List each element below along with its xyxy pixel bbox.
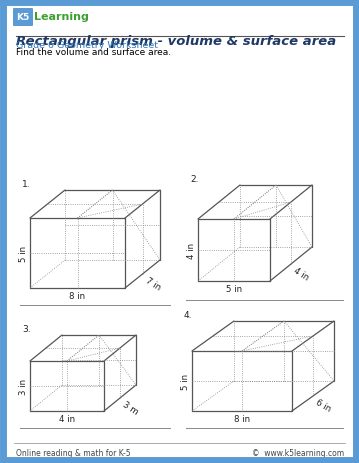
Text: 7 in: 7 in bbox=[144, 275, 162, 292]
Text: 4 in: 4 in bbox=[187, 243, 196, 258]
Text: 8 in: 8 in bbox=[234, 414, 250, 423]
Text: 1.: 1. bbox=[22, 180, 31, 188]
Text: 4 in: 4 in bbox=[292, 265, 311, 282]
Text: 3 in: 3 in bbox=[19, 378, 28, 394]
Text: 5 in: 5 in bbox=[19, 245, 28, 262]
Text: K5: K5 bbox=[17, 13, 30, 22]
Text: 3 m: 3 m bbox=[121, 399, 140, 416]
Text: 8 in: 8 in bbox=[69, 291, 85, 300]
Text: Learning: Learning bbox=[34, 12, 89, 22]
Text: 5 in: 5 in bbox=[226, 284, 242, 294]
Text: Find the volume and surface area.: Find the volume and surface area. bbox=[16, 48, 171, 57]
Text: 4 in: 4 in bbox=[59, 414, 75, 423]
FancyBboxPatch shape bbox=[13, 9, 33, 27]
Text: 5 in: 5 in bbox=[181, 373, 190, 389]
Text: 6 in: 6 in bbox=[314, 397, 332, 413]
Text: Rectangular prism - volume & surface area: Rectangular prism - volume & surface are… bbox=[16, 35, 336, 48]
Text: 2.: 2. bbox=[190, 175, 199, 184]
Text: 4.: 4. bbox=[184, 310, 192, 319]
Text: Online reading & math for K-5: Online reading & math for K-5 bbox=[16, 448, 131, 457]
Text: 3.: 3. bbox=[22, 324, 31, 333]
Text: Grade 6 Geometry Worksheet: Grade 6 Geometry Worksheet bbox=[16, 41, 158, 50]
Text: ©  www.k5learning.com: © www.k5learning.com bbox=[252, 448, 344, 457]
